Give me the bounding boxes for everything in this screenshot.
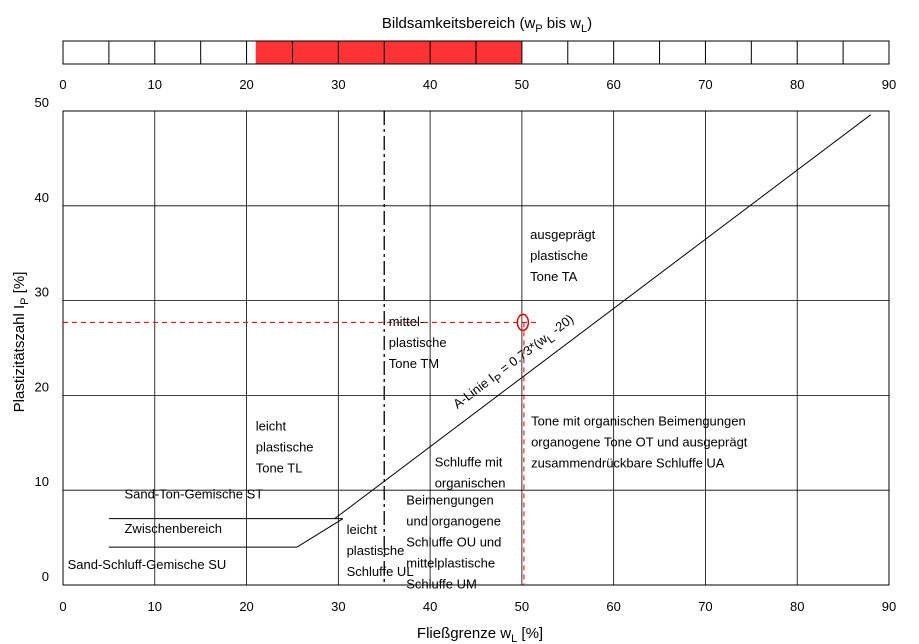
top-bar-title-part: P [535,23,542,35]
chart-lines [63,111,871,585]
plasticity-range-bar [62,40,890,65]
x-axis-label: Fließgrenze wL [%] [417,625,543,644]
region-label: organischen [435,476,506,491]
region-label: leicht [256,418,287,433]
boundary-line [296,518,344,548]
region-label: Tone TA [530,269,578,284]
y-tick-label: 50 [35,95,49,110]
region-labels: ausgeprägt plastische Tone TA mittel-plasti… [68,227,748,591]
region-label: mittelplastische [406,555,495,570]
region-label: Schluffe UL [347,564,414,579]
x-tick-label: 80 [790,599,804,614]
y-tick-label: 30 [35,285,49,300]
region-label: plastische [530,248,588,263]
region-label: Schluffe UM [406,576,477,591]
region-label: organogene Tone OT und ausgeprägt [531,435,748,450]
a-line-label-part: = 0.73*(w [494,331,551,379]
region-label: Schluffe OU und [406,534,501,549]
region-label: Sand-Schluff-Gemische SU [68,557,227,572]
region-label: mittel- [389,314,424,329]
region-label: Zwischenbereich [124,521,222,536]
top-bar-tick-label: 80 [790,77,804,92]
region-label: ausgeprägt [530,227,595,242]
top-bar-tick-labels: 0 10 20 30 40 50 60 70 80 90 [59,77,896,92]
region-label: Tone TL [256,460,303,475]
region-label: Beimengungen [406,492,493,507]
region-label: Sand-Ton-Gemische ST [124,487,263,502]
region-label: zusammendrückbare Schluffe UA [531,456,725,471]
x-axis-label-part: [%] [517,625,543,642]
x-tick-label: 40 [423,599,437,614]
a-line-label-part: A-Linie I [450,371,497,412]
y-axis-label: Plastizitätszahl IP [%] [11,272,31,413]
x-tick-label: 60 [606,599,620,614]
x-tick-label: 0 [59,599,66,614]
region-label: Tone TM [389,356,439,371]
y-tick-label: 0 [42,569,49,584]
top-bar-tick-label: 40 [423,77,437,92]
y-tick-label: 10 [35,474,49,489]
top-bar-tick-label: 60 [606,77,620,92]
axis-tick-labels: 0 10 20 30 40 50 60 70 80 90 0 10 20 30 40 50 [35,95,897,614]
plot-frame [62,110,890,586]
region-label: Schluffe mit [435,455,503,470]
region-label: leicht [347,522,378,537]
top-bar-title-part: ) [587,15,592,32]
top-bar-title-part: L [581,23,587,35]
y-axis-label-part: Plastizitätszahl I [11,305,28,413]
top-bar-title-part: Bildsamkeitsbereich (w [382,15,536,32]
top-bar-title: Bildsamkeitsbereich (wP bis wL) [382,15,592,35]
x-tick-label: 90 [882,599,896,614]
a-line [334,114,871,520]
y-axis-label-part: P [19,297,31,304]
plasticity-range-highlight [255,41,522,64]
top-bar-tick-label: 10 [148,77,162,92]
grid-lines [62,110,890,586]
x-tick-label: 70 [698,599,712,614]
x-tick-label: 50 [515,599,529,614]
y-tick-label: 20 [35,379,49,394]
y-axis-label-part: [%] [11,272,28,298]
region-label: plastische [256,439,314,454]
top-bar-tick-label: 50 [515,77,529,92]
region-label: plastische [389,335,447,350]
region-label: plastische [347,543,405,558]
top-bar-tick-label: 90 [882,77,896,92]
marker-point [516,313,530,332]
region-label: und organogene [406,513,501,528]
x-tick-label: 20 [239,599,253,614]
a-line-label: A-Linie IP = 0.73*(wL -20) [450,311,579,415]
y-tick-label: 40 [35,190,49,205]
top-bar-tick-label: 20 [239,77,253,92]
top-bar-title-part: bis w [543,15,582,32]
top-bar-tick-label: 30 [331,77,345,92]
top-bar-tick-label: 0 [59,77,66,92]
x-axis-label-part: Fließgrenze w [417,625,511,642]
x-axis-label-part: L [511,633,517,644]
x-tick-label: 10 [148,599,162,614]
x-tick-label: 30 [331,599,345,614]
region-label: Tone mit organischen Beimengungen [531,414,746,429]
top-bar-tick-label: 70 [698,77,712,92]
